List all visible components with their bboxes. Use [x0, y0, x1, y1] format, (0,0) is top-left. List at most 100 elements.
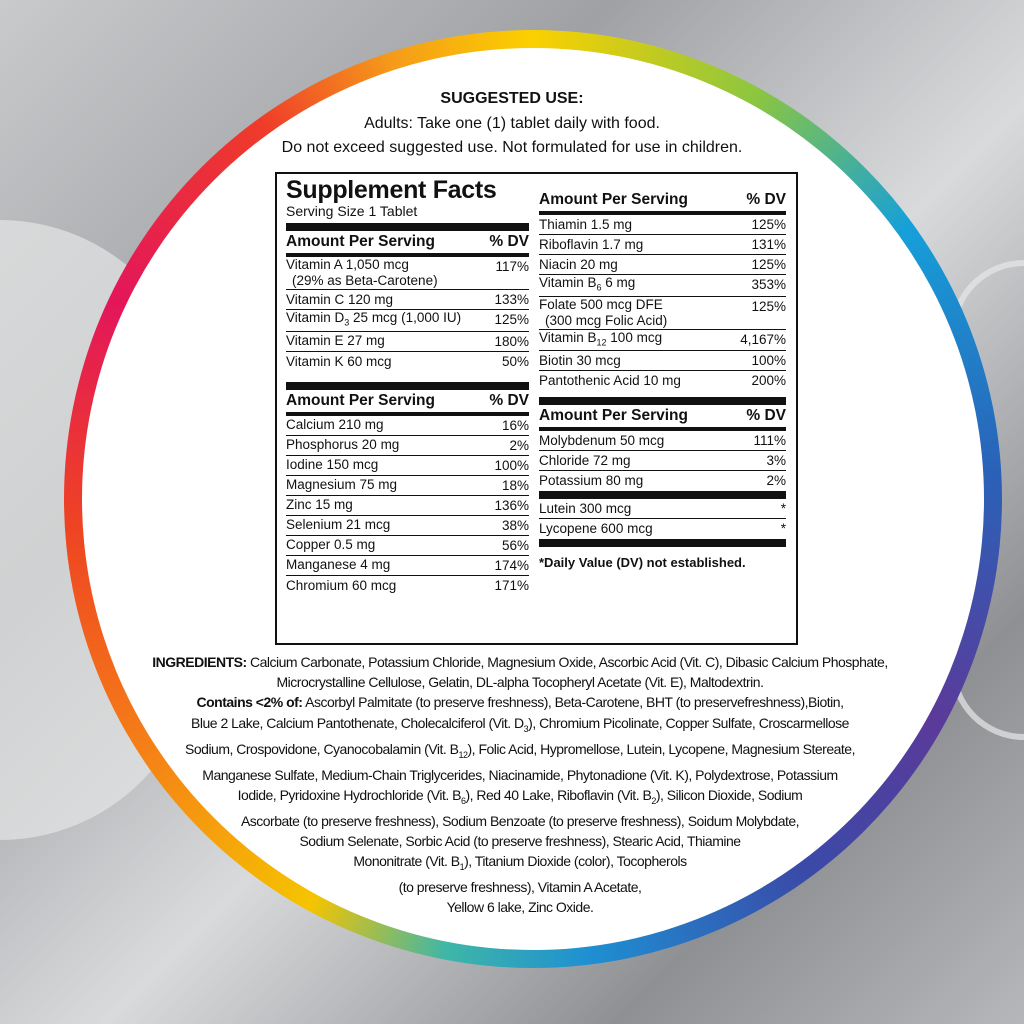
nutrient-name: Niacin 20 mg [539, 256, 618, 272]
nutrient-name: Vitamin C 120 mg [286, 291, 394, 307]
nutrient-row: Niacin 20 mg 125% [539, 255, 786, 275]
nutrient-name: Selenium 21 mcg [286, 517, 391, 533]
nutrient-name: Vitamin A 1,050 mcg [286, 257, 409, 272]
nutrient-name: Vitamin K 60 mcg [286, 353, 392, 369]
nutrient-name: Biotin 30 mcg [539, 352, 621, 368]
nutrient-row: Vitamin K 60 mcg 50% [286, 352, 529, 372]
nutrient-name: Copper 0.5 mg [286, 537, 376, 553]
nutrient-name: Vitamin B6 6 mg [539, 275, 636, 293]
nutrient-name: Riboflavin 1.7 mg [539, 236, 644, 252]
nutrient-name: Iodine 150 mcg [286, 457, 379, 473]
nutrient-list: Thiamin 1.5 mg 125% Riboflavin 1.7 mg 131% N… [539, 215, 786, 391]
header-dv: % DV [746, 191, 786, 208]
footnote: *Daily Value (DV) not established. [539, 555, 746, 571]
nutrient-dv: 18% [501, 477, 529, 493]
nutrient-dv: 100% [494, 457, 529, 473]
nutrient-row: Molybdenum 50 mcg 111% [539, 431, 786, 452]
nutrient-dv: 117% [495, 259, 529, 274]
nutrient-row: Vitamin E 27 mg 180% [286, 332, 529, 352]
nutrient-note: (29% as Beta-Carotene) [292, 273, 438, 288]
nutrient-dv: 171% [494, 577, 529, 593]
nutrient-name: Phosphorus 20 mg [286, 437, 400, 453]
suggested-use-line: Do not exceed suggested use. Not formula… [281, 139, 743, 156]
nutrient-dv: 4,167% [740, 331, 786, 347]
nutrient-dv: * [780, 501, 786, 517]
facts-left-column: Supplement Facts Serving Size 1 Tablet A… [286, 174, 529, 596]
nutrient-dv: 111% [753, 433, 786, 449]
ingredients-line: Ascorbate (to preserve freshness), Sodiu… [240, 812, 800, 829]
ingredients-line: Manganese Sulfate, Medium-Chain Triglyce… [202, 766, 838, 783]
amount-per-serving-header: Amount Per Serving % DV [539, 405, 786, 427]
nutrient-row: Copper 0.5 mg 56% [286, 536, 529, 556]
nutrient-name: Manganese 4 mg [286, 557, 391, 573]
nutrient-dv: 125% [751, 257, 786, 272]
nutrient-list: Vitamin A 1,050 mcg (29% as Beta-Carotene… [286, 257, 529, 372]
nutrient-row: Chloride 72 mg 3% [539, 451, 786, 472]
nutrient-dv: 353% [751, 277, 786, 292]
ingredients-line: (to preserve freshness), Vitamin A Aceta… [398, 879, 642, 896]
divider [539, 397, 786, 406]
nutrient-dv: 174% [494, 557, 529, 573]
nutrient-row: Pantothenic Acid 10 mg 200% [539, 371, 786, 391]
amount-per-serving-header: Amount Per Serving % DV [539, 189, 786, 211]
nutrient-name: Potassium 80 mg [539, 473, 644, 489]
nutrient-row: Zinc 15 mg 136% [286, 496, 529, 516]
nutrient-list: Molybdenum 50 mcg 111% Chloride 72 mg 3% Pot… [539, 431, 786, 491]
suggested-use-line: Adults: Take one (1) tablet daily with f… [364, 115, 660, 132]
nutrient-row: Vitamin A 1,050 mcg (29% as Beta-Carotene… [286, 257, 529, 290]
header-amount: Amount Per Serving [286, 233, 435, 250]
nutrient-row: Chromium 60 mcg 171% [286, 576, 529, 596]
nutrient-dv: 16% [501, 417, 529, 433]
nutrient-dv: 125% [494, 312, 529, 327]
ingredients-line: Yellow 6 lake, Zinc Oxide. [446, 899, 594, 916]
nutrient-row: Manganese 4 mg 174% [286, 556, 529, 576]
nutrient-dv: * [780, 521, 786, 537]
ingredients-line: Contains <2% of: Ascorbyl Palmitate (to … [196, 694, 844, 711]
nutrient-dv: 100% [751, 353, 786, 369]
nutrient-name: Chromium 60 mcg [286, 577, 397, 593]
nutrient-dv: 38% [501, 517, 529, 533]
amount-per-serving-header: Amount Per Serving % DV [286, 390, 529, 412]
nutrient-note: (300 mcg Folic Acid) [545, 312, 668, 328]
ingredients-line: Microcrystalline Cellulose, Gelatin, DL-… [276, 674, 764, 691]
nutrient-row: Vitamin D3 25 mcg (1,000 IU) 125% [286, 310, 529, 332]
nutrient-row: Riboflavin 1.7 mg 131% [539, 235, 786, 255]
nutrient-name: Vitamin E 27 mg [286, 333, 385, 349]
nutrient-list: Calcium 210 mg 16% Phosphorus 20 mg 2% Iodin… [286, 416, 529, 596]
divider [286, 223, 529, 231]
divider [539, 211, 786, 215]
divider [286, 253, 529, 257]
nutrient-name: Lutein 300 mcg [539, 500, 632, 516]
nutrient-name: Pantothenic Acid 10 mg [539, 373, 681, 389]
nutrient-row: Folate 500 mcg DFE (300 mcg Folic Acid) 12… [539, 297, 786, 330]
divider [286, 381, 529, 390]
ingredients-line: Iodide, Pyridoxine Hydrochloride (Vit. B… [237, 786, 803, 806]
header-dv: % DV [489, 391, 529, 409]
ingredients-line: Mononitrate (Vit. B1), Titanium Dioxide … [353, 853, 687, 873]
nutrient-dv: 125% [751, 298, 786, 314]
nutrient-row: Magnesium 75 mg 18% [286, 476, 529, 496]
nutrient-row: Lycopene 600 mcg * [539, 519, 786, 539]
ingredients-line: INGREDIENTS: Calcium Carbonate, Potassiu… [152, 654, 888, 670]
nutrient-name: Calcium 210 mg [286, 417, 384, 433]
ingredients-line: Sodium, Crospovidone, Cyanocobalamin (Vi… [185, 740, 855, 760]
nutrient-row: Vitamin B12 100 mcg 4,167% [539, 330, 786, 352]
divider [286, 411, 529, 416]
facts-right-column: Amount Per Serving % DV Thiamin 1.5 mg 125%… [539, 174, 786, 570]
nutrient-row: Thiamin 1.5 mg 125% [539, 215, 786, 235]
nutrient-row: Phosphorus 20 mg 2% [286, 436, 529, 456]
nutrient-name: Vitamin D3 25 mcg (1,000 IU) [286, 310, 462, 328]
nutrient-row: Vitamin C 120 mg 133% [286, 290, 529, 310]
nutrient-row: Biotin 30 mcg 100% [539, 351, 786, 372]
nutrient-name: Folate 500 mcg DFE [539, 296, 663, 312]
nutrient-row: Lutein 300 mcg * [539, 499, 786, 520]
nutrient-name: Vitamin B12 100 mcg [539, 329, 663, 348]
nutrient-row: Vitamin B6 6 mg 353% [539, 275, 786, 297]
nutrient-row: Selenium 21 mcg 38% [286, 516, 529, 536]
divider [539, 491, 786, 500]
nutrient-dv: 56% [501, 537, 529, 553]
nutrient-row: Calcium 210 mg 16% [286, 416, 529, 436]
nutrient-row: Potassium 80 mg 2% [539, 471, 786, 491]
supplement-facts-panel: Supplement Facts Serving Size 1 Tablet A… [275, 172, 798, 645]
facts-title: Supplement Facts [286, 176, 497, 204]
